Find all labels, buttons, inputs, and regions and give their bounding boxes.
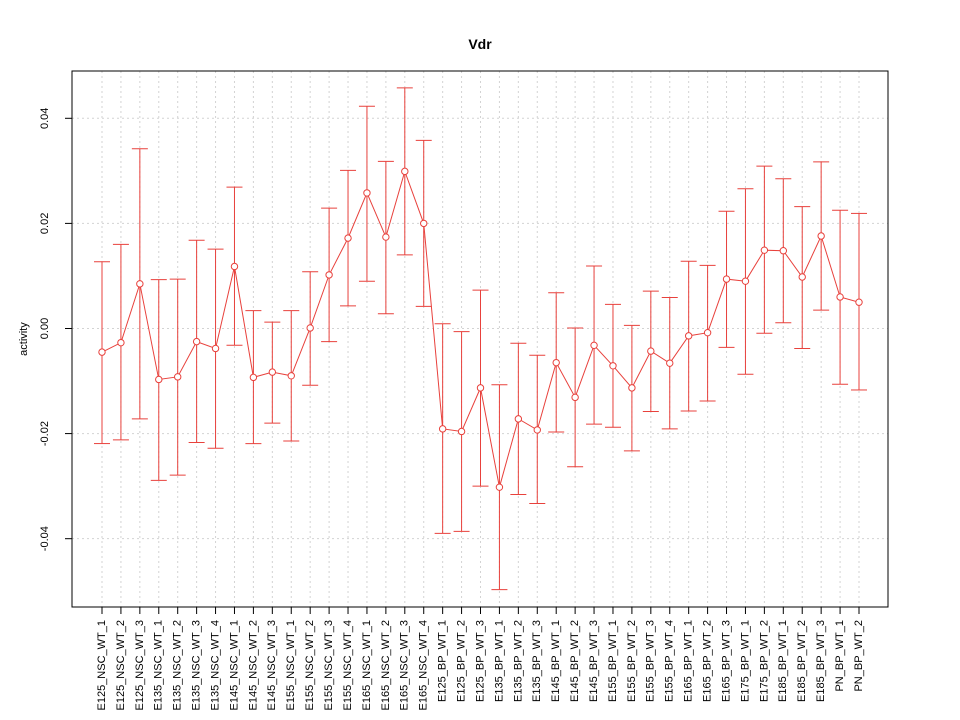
- data-point: [571, 393, 579, 402]
- data-point: [401, 167, 409, 176]
- x-tick-label: E135_BP_WT_3: [531, 620, 543, 702]
- chart-title: Vdr: [468, 36, 492, 52]
- x-tick-label: E185_BP_WT_2: [796, 620, 808, 702]
- data-point: [249, 373, 258, 382]
- y-tick-label: 0.04: [39, 108, 51, 129]
- x-tick-label: E145_NSC_WT_1: [228, 620, 240, 711]
- x-tick-label: E155_NSC_WT_2: [304, 620, 316, 711]
- data-point: [155, 375, 163, 384]
- x-tick-label: E145_BP_WT_1: [550, 620, 562, 702]
- data-point: [192, 337, 201, 346]
- data-point: [98, 348, 106, 356]
- data-point: [684, 332, 693, 340]
- data-point: [438, 425, 447, 433]
- y-axis-label: activity: [18, 322, 30, 356]
- y-tick-label: -0.04: [39, 526, 51, 551]
- data-point: [382, 233, 390, 241]
- x-tick-label: E185_BP_WT_3: [815, 620, 827, 702]
- data-point: [741, 277, 750, 285]
- x-tick-label: E145_NSC_WT_2: [247, 620, 259, 711]
- x-tick-label: E135_NSC_WT_3: [191, 620, 203, 711]
- data-point: [495, 483, 504, 491]
- x-tick-label: E165_BP_WT_3: [720, 620, 732, 702]
- plot-frame: [71, 70, 889, 608]
- data-points: [98, 167, 863, 491]
- data-point: [476, 384, 485, 392]
- x-tick-label: E155_BP_WT_2: [626, 620, 638, 702]
- error-bars: [94, 87, 867, 591]
- x-tick-label: E135_NSC_WT_4: [209, 620, 221, 711]
- x-tick-label: E135_BP_WT_1: [493, 620, 505, 702]
- x-tick-label: E155_BP_WT_4: [664, 620, 676, 702]
- x-tick-label: E145_NSC_WT_3: [266, 620, 278, 711]
- x-tick-label: E135_NSC_WT_2: [172, 620, 184, 711]
- data-point: [306, 324, 314, 332]
- data-point: [722, 275, 731, 283]
- data-point: [420, 219, 428, 228]
- data-point: [211, 344, 220, 353]
- x-tick-label: E155_NSC_WT_4: [342, 620, 354, 711]
- x-tick-label: E125_BP_WT_2: [455, 620, 467, 702]
- x-tick-label: E165_NSC_WT_3: [399, 620, 411, 711]
- data-point: [590, 341, 598, 350]
- x-tick-label: E155_BP_WT_1: [607, 620, 619, 702]
- data-point: [703, 328, 712, 337]
- data-point: [552, 358, 560, 367]
- data-point: [457, 427, 466, 436]
- data-point: [817, 232, 825, 240]
- x-tick-label: E175_BP_WT_1: [739, 620, 751, 702]
- data-point: [363, 189, 371, 197]
- data-point: [628, 384, 636, 392]
- x-tick-label: E135_BP_WT_2: [512, 620, 524, 702]
- x-tick-label: E185_BP_WT_1: [777, 620, 789, 702]
- grid: [72, 71, 888, 607]
- x-tick-label: E125_BP_WT_1: [437, 620, 449, 702]
- data-point: [230, 262, 239, 271]
- x-tick-label: E155_NSC_WT_1: [285, 620, 297, 711]
- x-tick-label: E125_NSC_WT_2: [115, 620, 127, 711]
- x-tick-label: E125_NSC_WT_1: [96, 620, 108, 711]
- x-tick-label: PN_BP_WT_2: [853, 620, 865, 692]
- x-tick-label: E165_NSC_WT_1: [361, 620, 373, 711]
- x-tick-label: E175_BP_WT_2: [758, 620, 770, 702]
- x-tick-label: E135_NSC_WT_1: [153, 620, 165, 711]
- x-tick-label: E165_NSC_WT_4: [418, 620, 430, 711]
- data-point: [855, 298, 863, 306]
- axes: -0.04 -0.02 0.00 0.02 0.04 E125_NSC_WT_1 E125_…: [39, 108, 865, 711]
- x-tick-label: E165_BP_WT_2: [702, 620, 714, 702]
- x-tick-label: E165_NSC_WT_2: [380, 620, 392, 711]
- data-point: [666, 359, 674, 367]
- data-point: [609, 362, 617, 370]
- x-tick-label: E145_BP_WT_2: [569, 620, 581, 702]
- x-tick-label: E125_NSC_WT_3: [134, 620, 146, 711]
- data-point: [344, 234, 352, 242]
- data-point: [779, 247, 787, 255]
- data-point: [760, 246, 769, 254]
- y-tick-label: 0.02: [39, 213, 51, 234]
- data-point: [647, 347, 655, 355]
- data-point: [514, 415, 523, 423]
- data-point: [268, 368, 277, 376]
- data-point: [174, 373, 182, 381]
- data-point: [798, 273, 806, 281]
- data-point: [136, 280, 144, 288]
- data-point: [117, 338, 125, 347]
- y-tick-label: 0.00: [39, 318, 51, 339]
- data-point: [325, 271, 333, 279]
- data-point: [533, 426, 541, 434]
- x-tick-label: E155_BP_WT_3: [645, 620, 657, 702]
- x-tick-label: PN_BP_WT_1: [834, 620, 846, 692]
- x-tick-label: E165_BP_WT_1: [683, 620, 695, 702]
- x-tick-label: E125_BP_WT_3: [474, 620, 486, 702]
- y-tick-label: -0.02: [39, 421, 51, 446]
- x-tick-label: E145_BP_WT_3: [588, 620, 600, 702]
- x-tick-label: E155_NSC_WT_3: [323, 620, 335, 711]
- data-point: [836, 293, 844, 301]
- data-point: [287, 372, 295, 380]
